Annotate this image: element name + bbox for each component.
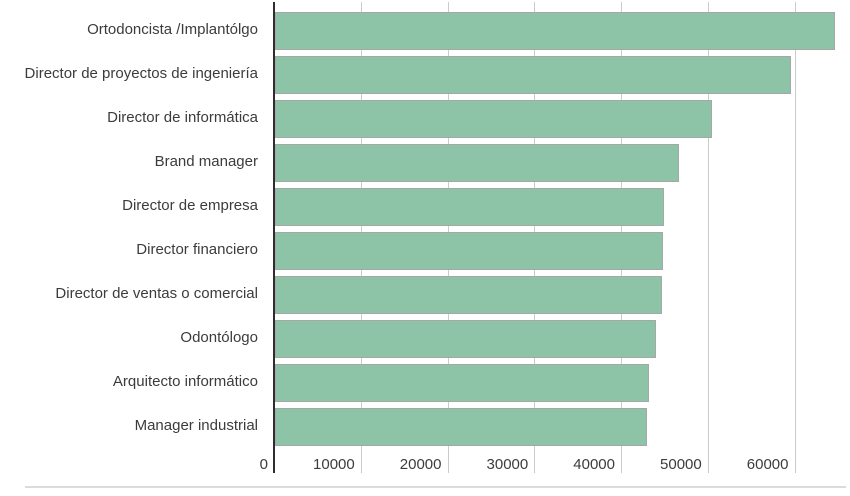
chart-row: Brand manager [0,140,850,184]
bar [275,408,648,446]
bar [275,276,662,314]
x-tick-label: 10000 [313,456,355,473]
category-label: Brand manager [154,153,258,170]
x-tick-label: 0 [259,456,268,473]
chart-row: Ortodoncista /Implantólgo [0,8,850,52]
bar [275,320,656,358]
category-label: Director de ventas o comercial [55,285,258,302]
category-label: Ortodoncista /Implantólgo [87,21,258,38]
bar [275,232,663,270]
category-label: Director de proyectos de ingeniería [24,65,258,82]
bottom-separator-line [25,486,846,488]
gridline-50000 [707,2,709,473]
bar [275,144,680,182]
y-axis-line [273,2,275,473]
x-tick-label: 50000 [660,456,702,473]
bar [275,56,792,94]
bar [275,12,836,50]
category-label: Director de informática [107,109,258,126]
chart-row: Arquitecto informático [0,360,850,404]
chart-row: Odontólogo [0,316,850,360]
chart-row: Director de empresa [0,184,850,228]
x-tick-label: 30000 [486,456,529,473]
category-label: Manager industrial [134,417,258,434]
category-label: Arquitecto informático [112,373,258,390]
gridline-60000 [794,2,796,473]
x-tick-label: 20000 [399,456,442,473]
bar [275,364,649,402]
chart-row: Director de informática [0,96,850,140]
x-tick-label: 40000 [573,456,615,473]
chart-row: Director financiero [0,228,850,272]
category-label: Odontólogo [180,329,258,346]
chart-row: Manager industrial [0,404,850,448]
chart-row: Director de proyectos de ingeniería [0,52,850,96]
category-label: Director de empresa [122,197,258,214]
category-label: Director financiero [136,241,258,258]
chart-row: Director de ventas o comercial [0,272,850,316]
bar [275,188,664,226]
x-tick-label: 60000 [746,456,789,473]
bar [275,100,713,138]
